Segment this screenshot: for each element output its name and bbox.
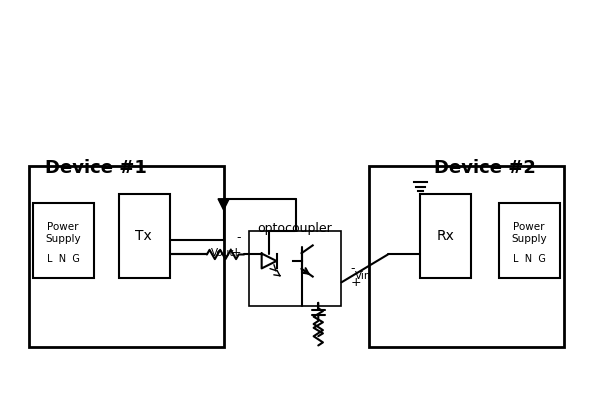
Text: L  N  G: L N G bbox=[513, 254, 545, 264]
Text: Device #2: Device #2 bbox=[435, 158, 536, 176]
Text: Device #1: Device #1 bbox=[44, 158, 146, 176]
Text: L  N  G: L N G bbox=[47, 254, 79, 264]
FancyBboxPatch shape bbox=[499, 204, 559, 278]
Text: Tx: Tx bbox=[136, 229, 152, 243]
FancyBboxPatch shape bbox=[249, 231, 342, 306]
Text: Vout: Vout bbox=[211, 247, 235, 257]
Text: Rx: Rx bbox=[436, 229, 455, 243]
FancyBboxPatch shape bbox=[33, 204, 94, 278]
FancyBboxPatch shape bbox=[28, 166, 224, 347]
FancyBboxPatch shape bbox=[119, 194, 170, 278]
Text: -: - bbox=[351, 262, 355, 275]
Text: Vin: Vin bbox=[355, 271, 372, 281]
FancyBboxPatch shape bbox=[420, 194, 471, 278]
Text: +: + bbox=[231, 246, 241, 259]
Polygon shape bbox=[218, 199, 229, 210]
Text: Power
Supply: Power Supply bbox=[45, 222, 81, 244]
FancyBboxPatch shape bbox=[369, 166, 564, 347]
Text: Power
Supply: Power Supply bbox=[511, 222, 547, 244]
Text: +: + bbox=[351, 276, 361, 289]
Text: optocoupler: optocoupler bbox=[258, 222, 333, 235]
Text: -: - bbox=[237, 231, 241, 244]
